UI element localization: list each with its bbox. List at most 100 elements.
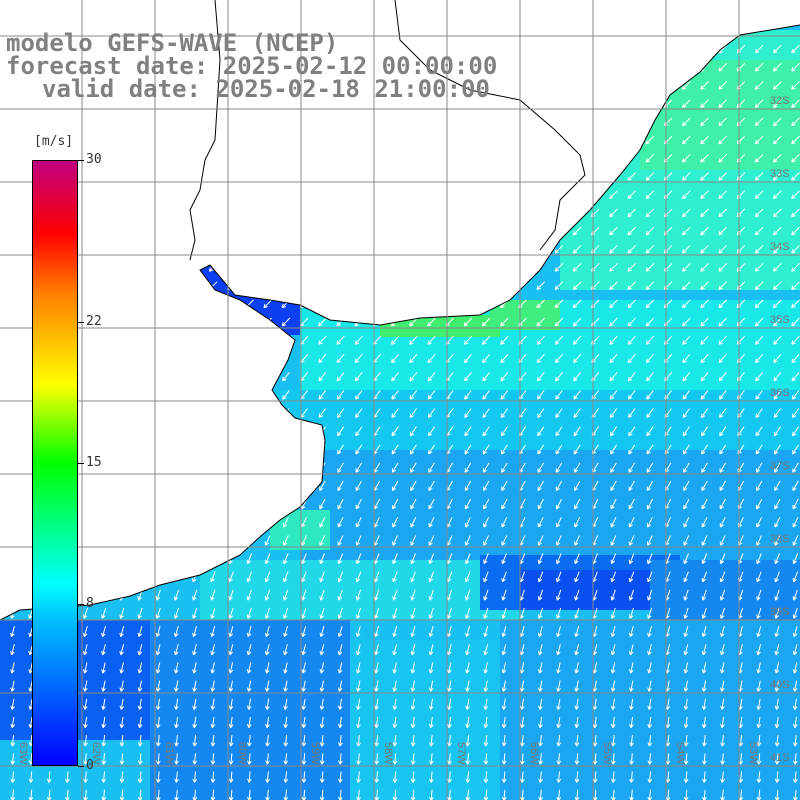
wind-arrow bbox=[100, 498, 108, 510]
wind-arrow bbox=[227, 335, 236, 345]
wind-arrow bbox=[409, 299, 418, 309]
wind-arrow bbox=[574, 480, 581, 492]
wind-arrow bbox=[500, 208, 509, 218]
wind-arrow bbox=[210, 644, 216, 656]
wind-arrow bbox=[410, 771, 416, 783]
wind-arrow bbox=[683, 735, 689, 747]
wind-arrow bbox=[46, 771, 52, 783]
wind-arrow bbox=[774, 498, 781, 510]
wind-arrow bbox=[264, 462, 272, 473]
colorbar-unit: [m/s] bbox=[34, 134, 74, 149]
wind-arrow bbox=[355, 571, 362, 583]
wind-arrow bbox=[8, 317, 18, 327]
wind-arrow bbox=[391, 353, 400, 364]
wind-arrow bbox=[227, 353, 236, 364]
wind-arrow bbox=[99, 281, 109, 290]
wind-arrow bbox=[9, 371, 17, 382]
wind-arrow bbox=[483, 662, 488, 674]
wind-arrow bbox=[427, 408, 436, 418]
wind-arrow bbox=[428, 680, 434, 692]
wind-arrow bbox=[174, 698, 179, 710]
wind-arrow bbox=[538, 680, 543, 692]
wind-arrow bbox=[155, 498, 162, 510]
wind-arrow bbox=[536, 371, 545, 382]
wind-arrow bbox=[792, 680, 798, 692]
wind-arrow bbox=[555, 444, 563, 455]
wind-arrow bbox=[555, 517, 562, 528]
wind-arrow bbox=[354, 353, 363, 364]
wind-arrow bbox=[81, 117, 91, 127]
wind-arrow bbox=[83, 662, 88, 674]
wind-arrow bbox=[392, 625, 398, 638]
title-valid-date: valid date: 2025-02-18 21:00:00 bbox=[42, 75, 490, 103]
wind-arrow bbox=[537, 408, 545, 418]
wind-arrow bbox=[500, 317, 509, 327]
wind-arrow bbox=[645, 353, 654, 364]
wind-arrow bbox=[190, 353, 199, 364]
wind-arrow bbox=[374, 789, 380, 800]
wind-arrow bbox=[755, 408, 763, 418]
wind-arrow bbox=[555, 426, 563, 437]
wind-arrow bbox=[337, 607, 343, 619]
wind-arrow bbox=[409, 317, 418, 327]
wind-arrow bbox=[282, 517, 289, 528]
wind-arrow bbox=[574, 698, 580, 710]
wind-arrow bbox=[63, 117, 72, 127]
wind-arrow bbox=[119, 716, 125, 729]
wind-arrow bbox=[538, 716, 543, 729]
wind-arrow bbox=[756, 517, 763, 528]
wind-arrow bbox=[792, 625, 798, 638]
wind-arrow bbox=[610, 517, 617, 528]
wind-arrow bbox=[227, 299, 236, 309]
wind-arrow bbox=[572, 62, 582, 72]
wind-arrow bbox=[719, 589, 726, 601]
wind-arrow bbox=[701, 571, 708, 583]
wind-arrow bbox=[537, 553, 544, 565]
wind-arrow bbox=[465, 735, 471, 747]
wind-arrow bbox=[554, 117, 564, 127]
wind-arrow bbox=[774, 698, 780, 710]
wind-arrow bbox=[81, 281, 91, 290]
wind-arrow bbox=[154, 117, 163, 127]
wind-arrow bbox=[428, 607, 434, 619]
wind-arrow bbox=[355, 444, 363, 455]
wind-arrow bbox=[773, 81, 782, 90]
wind-arrow bbox=[374, 698, 379, 710]
wind-arrow bbox=[463, 281, 473, 290]
wind-arrow bbox=[136, 353, 145, 364]
wind-arrow bbox=[283, 753, 289, 765]
wind-arrow bbox=[99, 135, 109, 145]
wind-arrow bbox=[117, 135, 127, 145]
wind-arrow bbox=[645, 190, 655, 199]
wind-arrow bbox=[246, 698, 252, 710]
wind-arrow bbox=[609, 371, 618, 382]
wind-arrow bbox=[682, 244, 691, 254]
wind-arrow bbox=[10, 571, 16, 583]
wind-arrow bbox=[101, 553, 107, 565]
wind-arrow bbox=[409, 226, 418, 236]
wind-arrow bbox=[228, 571, 234, 583]
wind-arrow bbox=[283, 735, 289, 747]
wind-arrow bbox=[356, 662, 361, 674]
wind-arrow bbox=[647, 607, 653, 619]
wind-arrow bbox=[482, 462, 490, 473]
wind-arrow bbox=[755, 390, 763, 400]
wind-arrow bbox=[409, 353, 418, 364]
wind-arrow bbox=[754, 99, 764, 108]
wind-arrow bbox=[610, 625, 616, 638]
wind-arrow bbox=[137, 498, 144, 510]
wind-arrow bbox=[374, 716, 379, 729]
wind-arrow bbox=[463, 208, 473, 218]
wind-arrow bbox=[719, 553, 726, 565]
wind-arrow bbox=[574, 680, 580, 692]
wind-arrow bbox=[536, 117, 546, 127]
wind-arrow bbox=[682, 81, 691, 90]
wind-arrow bbox=[700, 317, 709, 327]
wind-arrow bbox=[482, 353, 491, 364]
wind-arrow bbox=[483, 607, 489, 619]
wind-arrow bbox=[682, 299, 691, 309]
wind-arrow bbox=[701, 662, 707, 674]
wind-arrow bbox=[556, 625, 561, 638]
wind-arrow bbox=[447, 789, 452, 800]
wind-arrow bbox=[173, 553, 180, 565]
